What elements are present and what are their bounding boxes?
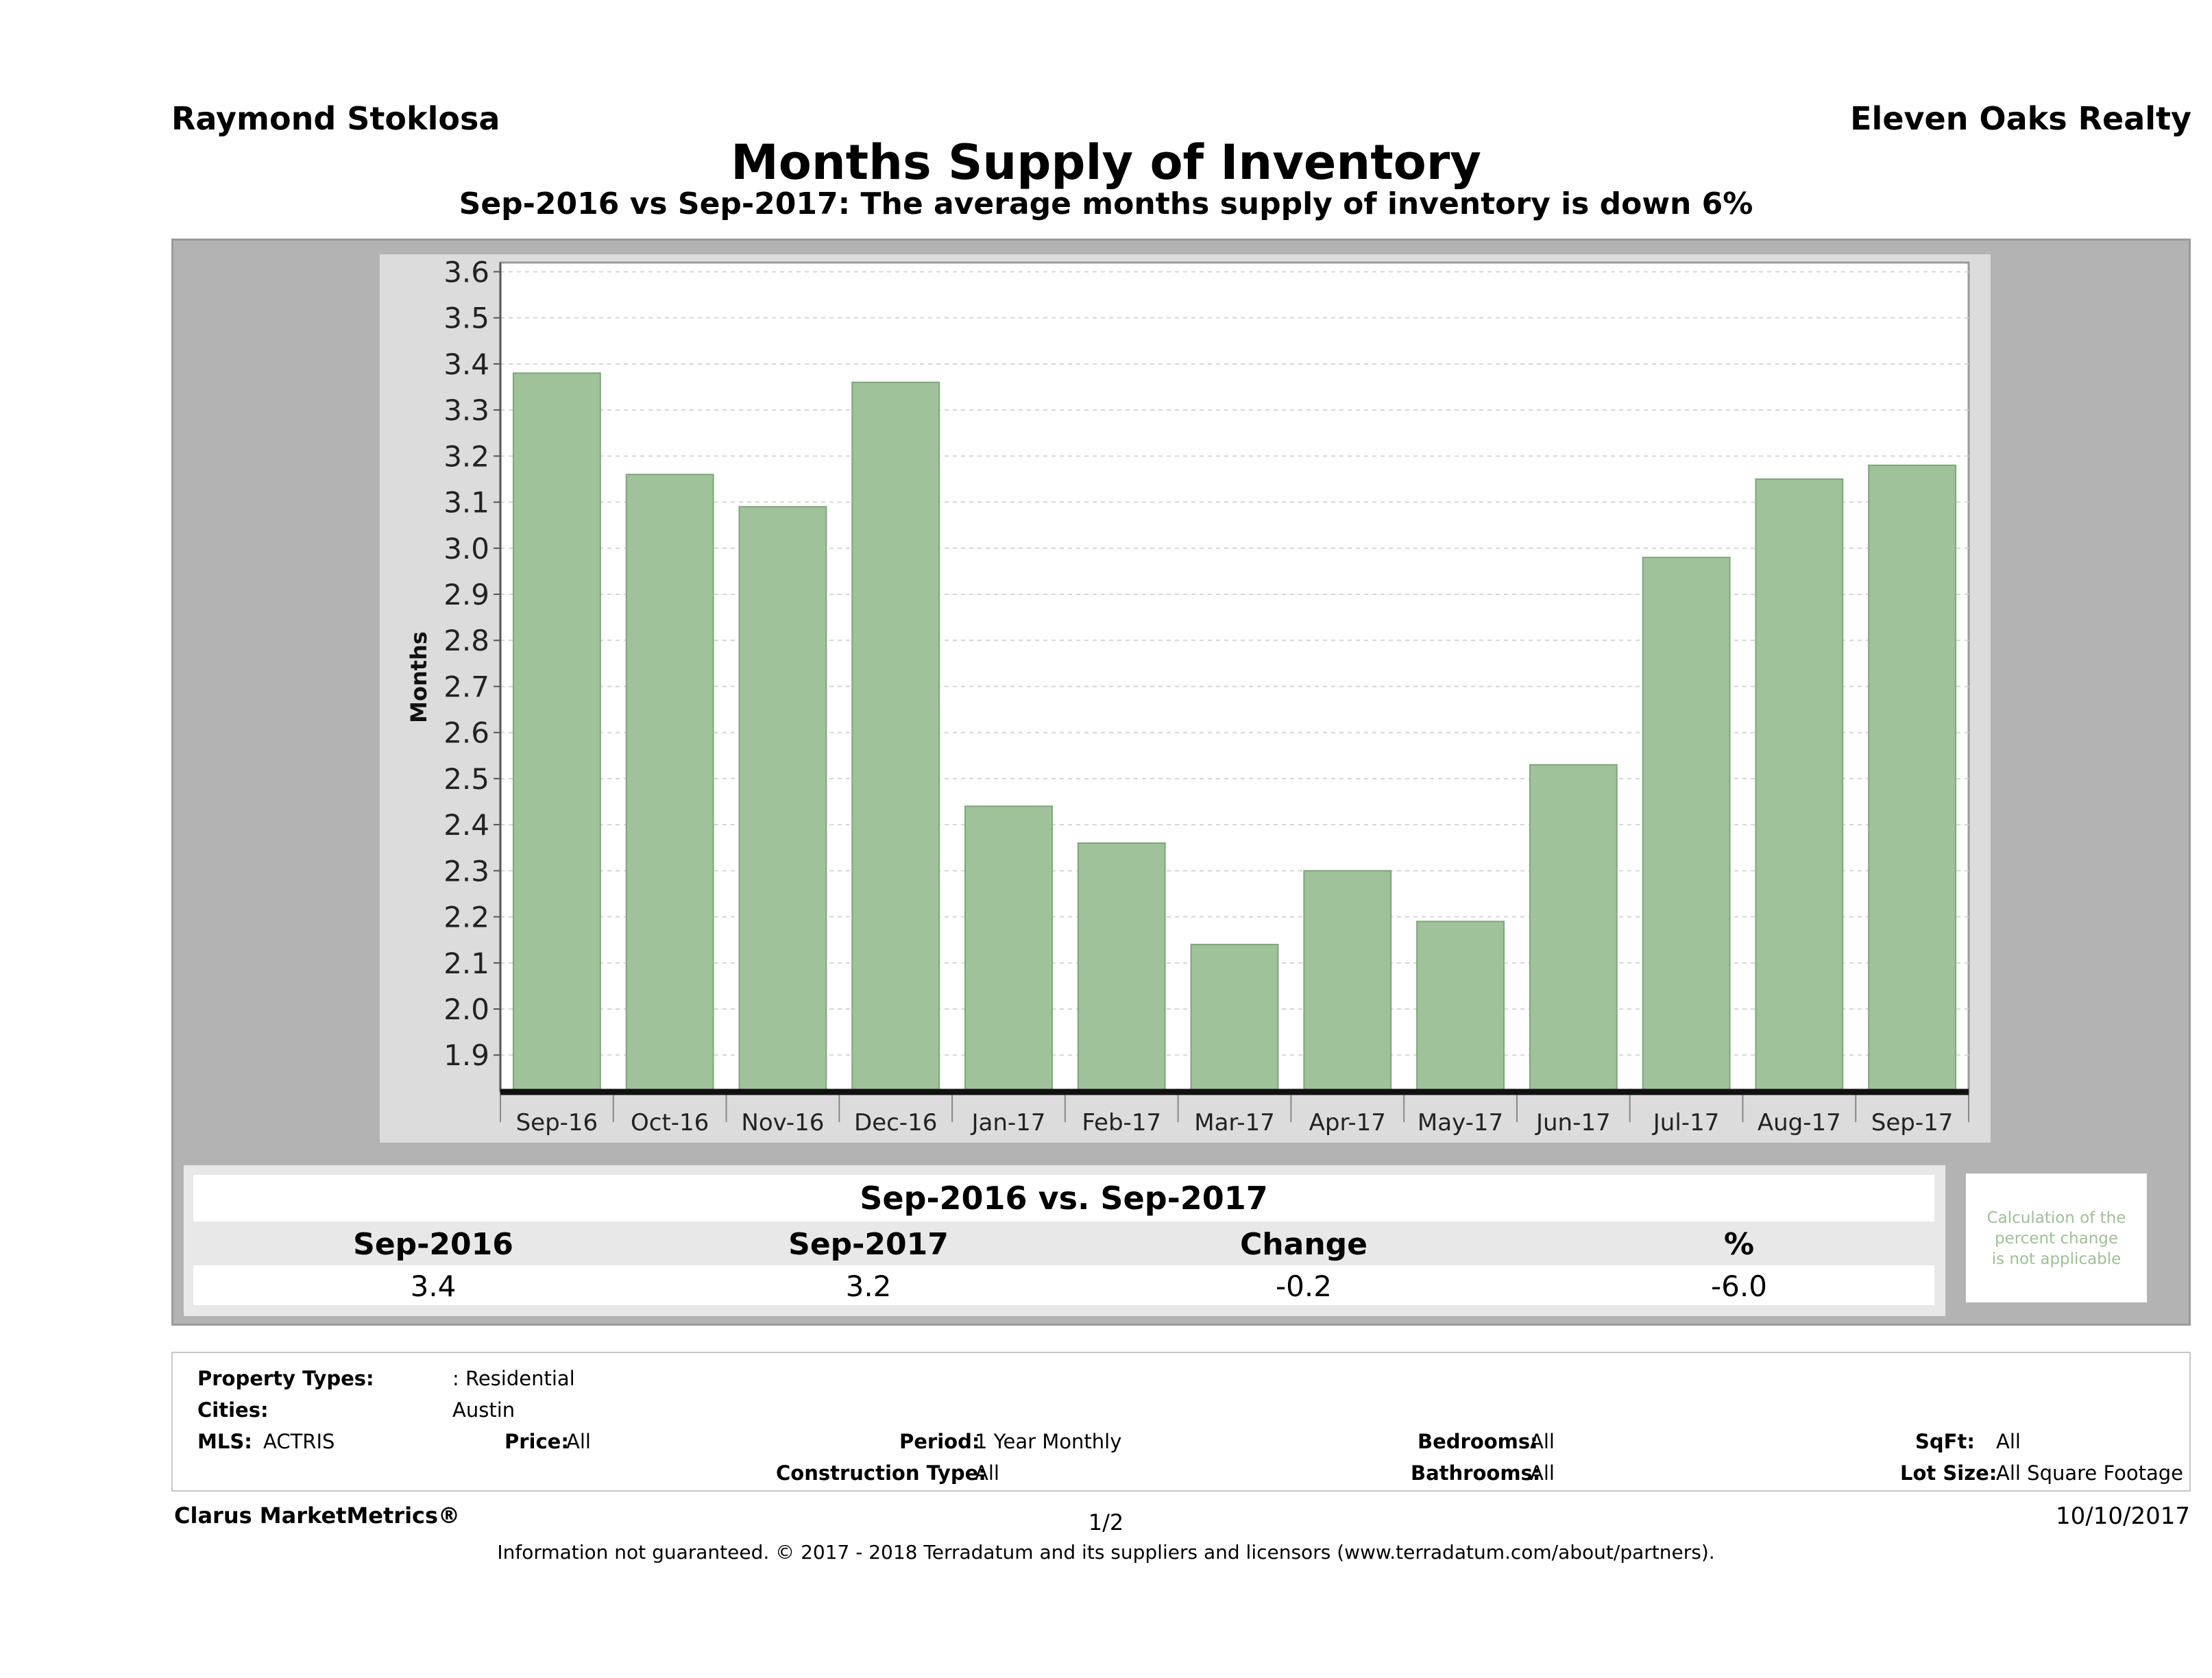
- bar: [625, 474, 714, 1093]
- summary-value-change: -0.2: [1276, 1269, 1332, 1303]
- cities-value: Austin: [452, 1398, 515, 1422]
- y-tick-label: 2.3: [443, 854, 489, 888]
- bar: [1416, 921, 1505, 1093]
- x-tick-label: Nov-16: [741, 1109, 824, 1136]
- bar: [738, 506, 827, 1093]
- disclaimer: Information not guaranteed. © 2017 - 201…: [497, 1541, 1715, 1564]
- x-tick-label: Jun-17: [1535, 1109, 1611, 1136]
- x-tick-label: Sep-16: [516, 1109, 598, 1136]
- cities-label: Cities:: [197, 1398, 269, 1422]
- percent-note-line: Calculation of the: [1986, 1209, 2126, 1227]
- y-tick-label: 3.5: [443, 302, 489, 335]
- bar: [1529, 764, 1618, 1093]
- y-tick-label: 3.2: [443, 439, 489, 473]
- bar-chart: 1.9 2.0 2.1 2.2 2.3 2.4 2.5 2.6 2.7 2.8 2.9 3.0 3.1 3…: [406, 255, 1970, 1136]
- sqft-value: All: [1996, 1430, 2021, 1453]
- summary-header-row: Sep-2016 Sep-2017 Change %: [193, 1221, 1934, 1265]
- x-tick-label: Oct-16: [631, 1109, 709, 1136]
- footer-brand: Clarus MarketMetrics®: [174, 1503, 461, 1529]
- y-tick-label: 2.4: [443, 808, 489, 842]
- y-tick-label: 2.1: [443, 947, 489, 980]
- construction-label: Construction Type:: [776, 1461, 986, 1485]
- page-subtitle: Sep-2016 vs Sep-2017: The average months…: [459, 186, 1753, 221]
- bathrooms-label: Bathrooms:: [1411, 1461, 1541, 1485]
- criteria-panel: Property Types: : Residential Cities: Au…: [171, 1352, 2191, 1492]
- bathrooms-value: All: [1530, 1461, 1555, 1485]
- summary-header-sep2017: Sep-2017: [788, 1227, 949, 1262]
- bar: [1868, 464, 1957, 1093]
- y-tick-label: 2.7: [443, 670, 489, 703]
- percent-note-line: percent change: [1994, 1230, 2119, 1248]
- price-value: All: [566, 1430, 591, 1453]
- period-label: Period:: [899, 1430, 980, 1453]
- y-tick-label: 2.6: [443, 716, 489, 750]
- summary-title: Sep-2016 vs. Sep-2017: [193, 1175, 1934, 1221]
- summary-header-sep2016: Sep-2016: [353, 1227, 513, 1262]
- lot-size-label: Lot Size:: [1900, 1461, 1997, 1485]
- chart-background: 1.9 2.0 2.1 2.2 2.3 2.4 2.5 2.6 2.7 2.8 2.9 3.0 3.1 3…: [380, 254, 1991, 1143]
- y-tick-label: 2.8: [443, 624, 489, 657]
- x-tick-label: Jul-17: [1652, 1109, 1720, 1136]
- percent-note-line: is not applicable: [1991, 1250, 2122, 1268]
- summary-header-change: Change: [1240, 1227, 1368, 1262]
- summary-value-sep2017: 3.2: [845, 1269, 892, 1303]
- y-axis-title: Months: [406, 631, 432, 723]
- bar: [1303, 870, 1392, 1093]
- bedrooms-label: Bedrooms:: [1418, 1430, 1538, 1453]
- y-tick-label: 3.0: [443, 532, 489, 566]
- y-tick-label: 3.3: [443, 393, 489, 427]
- property-types-value: : Residential: [452, 1367, 575, 1390]
- x-tick-label: Feb-17: [1082, 1109, 1161, 1136]
- x-tick-label: Sep-17: [1871, 1109, 1954, 1136]
- y-tick-label: 2.5: [443, 762, 489, 796]
- summary-header-percent: %: [1723, 1227, 1755, 1262]
- price-label: Price:: [505, 1430, 569, 1453]
- x-tick-label: Apr-17: [1309, 1109, 1386, 1136]
- y-tick-label: 2.0: [443, 993, 489, 1026]
- bar: [1755, 478, 1844, 1093]
- y-tick-label: 3.1: [443, 486, 489, 520]
- y-tick-label: 2.9: [443, 578, 489, 611]
- x-tick-label: May-17: [1418, 1109, 1503, 1136]
- mls-label: MLS:: [197, 1430, 252, 1453]
- x-tick-label: Mar-17: [1194, 1109, 1275, 1136]
- y-tick-label: 1.9: [443, 1038, 489, 1072]
- y-tick-label: 3.4: [443, 348, 489, 381]
- mls-value: ACTRIS: [263, 1430, 335, 1453]
- bar: [512, 372, 601, 1093]
- bar: [964, 805, 1053, 1093]
- y-tick-label: 2.2: [443, 901, 489, 934]
- y-tick-label: 3.6: [443, 255, 489, 289]
- x-tick-label: Dec-16: [854, 1109, 937, 1136]
- construction-value: All: [975, 1461, 999, 1485]
- period-value: 1 Year Monthly: [975, 1430, 1122, 1453]
- report-date: 10/10/2017: [2056, 1503, 2190, 1530]
- x-tick-label: Jan-17: [970, 1109, 1045, 1136]
- bar: [1190, 943, 1279, 1093]
- page-title: Months Supply of Inventory: [731, 134, 1481, 191]
- bar: [1077, 842, 1166, 1093]
- sqft-label: SqFt:: [1915, 1430, 1975, 1453]
- summary-value-row: 3.4 3.2 -0.2 -6.0: [193, 1265, 1934, 1305]
- percent-note: Calculation of the percent change is not…: [1966, 1174, 2147, 1302]
- property-types-label: Property Types:: [197, 1367, 374, 1390]
- bedrooms-value: All: [1530, 1430, 1555, 1453]
- summary-value-sep2016: 3.4: [410, 1269, 457, 1303]
- page-number: 1/2: [1088, 1509, 1124, 1535]
- bar: [1642, 557, 1731, 1093]
- x-tick-label: Aug-17: [1758, 1109, 1841, 1136]
- lot-size-value: All Square Footage: [1996, 1461, 2184, 1485]
- bar: [851, 381, 940, 1093]
- summary-value-percent: -6.0: [1711, 1269, 1767, 1303]
- agent-name: Raymond Stoklosa: [171, 100, 500, 137]
- brokerage-name: Eleven Oaks Realty: [1850, 100, 2191, 137]
